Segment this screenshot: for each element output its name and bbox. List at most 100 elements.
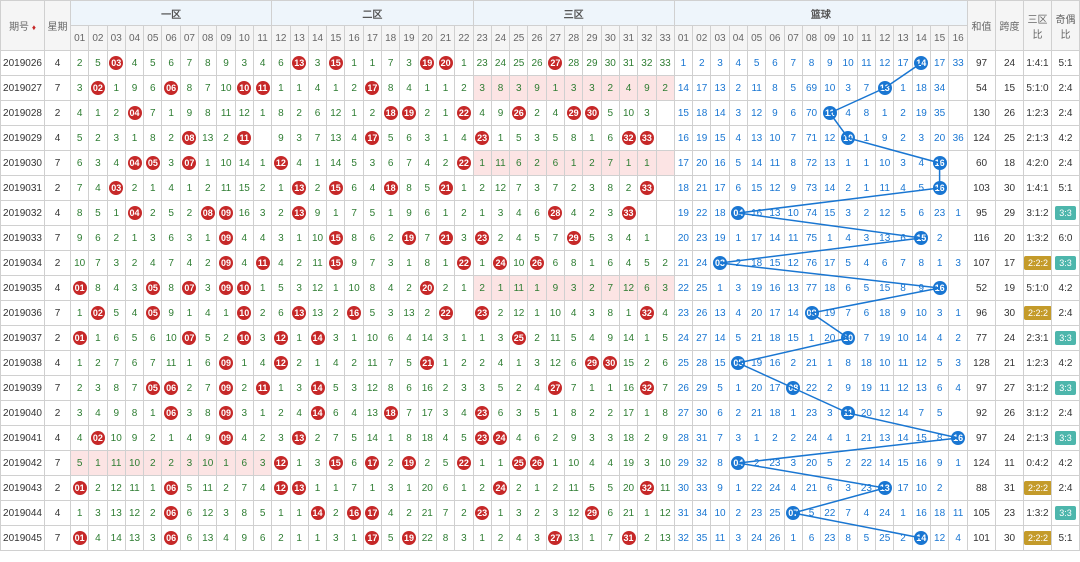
zone-cell: 2 [436,151,454,176]
header-period[interactable]: 期号 ♦ [1,1,45,51]
blue-cell: 1 [857,126,875,151]
blue-cell: 8 [839,526,857,551]
zone-cell: 5 [546,126,564,151]
zoneratio-cell: 2:1:3 [1024,126,1052,151]
oddratio-cell: 4:2 [1052,276,1080,301]
blue-cell: 17 [894,51,912,76]
zone-cell: 12 [272,451,290,476]
zone-cell: 5 [491,376,509,401]
zone-cell: 3 [253,201,271,226]
zone-cell: 6 [528,426,546,451]
blue-cell: 24 [693,251,711,276]
span-cell: 24 [996,51,1024,76]
blue-cell: 11 [839,401,857,426]
zone-cell: 4 [235,226,253,251]
zone-cell: 1 [253,151,271,176]
week-cell: 4 [45,501,71,526]
zone-cell: 1 [418,76,436,101]
zone-cell: 2 [656,76,674,101]
blue-cell: 36 [949,126,968,151]
blue-cell: 31 [693,426,711,451]
zone-cell: 11 [308,251,326,276]
zone-cell: 2 [107,226,125,251]
zoneratio-cell: 1:3:2 [1024,226,1052,251]
zone-cell: 6 [345,451,363,476]
blue-cell: 35 [930,101,948,126]
zone-cell: 1 [125,226,143,251]
week-cell: 2 [45,176,71,201]
sum-cell: 60 [968,151,996,176]
zone-cell: 1 [436,101,454,126]
col-09: 09 [217,26,235,51]
blue-cell: 1 [784,401,802,426]
blue-cell: 1 [674,51,692,76]
blue-cell: 19 [747,351,765,376]
zone-cell: 4 [418,151,436,176]
zone-cell: 2 [583,401,601,426]
blue-cell: 6 [839,276,857,301]
blue-cell: 16 [711,151,729,176]
blue-cell: 03 [711,251,729,276]
blue-cell: 2 [784,351,802,376]
zone-cell: 1 [345,326,363,351]
period-cell: 2019030 [1,151,45,176]
span-cell: 30 [996,176,1024,201]
span-cell: 30 [996,526,1024,551]
blue-cell: 19 [693,126,711,151]
header-zone1: 一区 [71,1,272,26]
zone-cell: 14 [308,376,326,401]
zone-cell: 7 [382,51,400,76]
zone-cell: 3 [656,276,674,301]
zone-cell: 2 [382,226,400,251]
zone-cell: 3 [638,451,656,476]
blue-cell: 26 [693,301,711,326]
zone-cell: 2 [235,376,253,401]
blue-cell: 08 [784,376,802,401]
zone-cell: 10 [235,301,253,326]
blue-cell: 21 [674,251,692,276]
blue-cell: 14 [876,451,894,476]
blue-cell: 3 [821,401,839,426]
zone-cell: 7 [89,251,107,276]
zone-cell: 2 [583,201,601,226]
col-13: 13 [290,26,308,51]
zone-cell: 1 [71,301,89,326]
zone-cell: 16 [418,376,436,401]
zone-cell: 26 [528,51,546,76]
zone-cell: 8 [363,276,381,301]
blue-cell: 23 [693,226,711,251]
table-row: 2019032485104252080916321391751961213462… [1,201,1080,226]
week-cell: 2 [45,326,71,351]
zone-cell: 6 [565,351,583,376]
blue-cell: 14 [912,326,930,351]
zone-cell: 5 [583,226,601,251]
sum-cell: 116 [968,226,996,251]
zone-cell: 3 [528,526,546,551]
zone-cell: 4 [253,51,271,76]
zone-cell: 3 [89,151,107,176]
zone-cell: 13 [290,201,308,226]
zone-cell: 3 [235,51,253,76]
zone-cell: 20 [418,276,436,301]
blue-cell [949,101,968,126]
zone-cell: 2 [455,201,473,226]
blue-cell: 16 [930,151,948,176]
blue-cell: 14 [711,101,729,126]
blue-cell: 34 [693,501,711,526]
zone-cell: 1 [528,301,546,326]
zone-cell: 5 [363,301,381,326]
zone-cell: 3 [583,76,601,101]
zone-cell: 6 [345,176,363,201]
col-12: 12 [876,26,894,51]
zone-cell: 1 [583,376,601,401]
blue-cell: 19 [876,326,894,351]
zone-cell: 7 [125,376,143,401]
zone-cell: 32 [638,476,656,501]
zone-cell: 25 [510,451,528,476]
zone-cell: 1 [619,301,637,326]
week-cell: 7 [45,76,71,101]
zone-cell: 4 [455,126,473,151]
blue-cell: 9 [839,376,857,401]
blue-cell: 4 [930,326,948,351]
zone-cell: 4 [89,401,107,426]
